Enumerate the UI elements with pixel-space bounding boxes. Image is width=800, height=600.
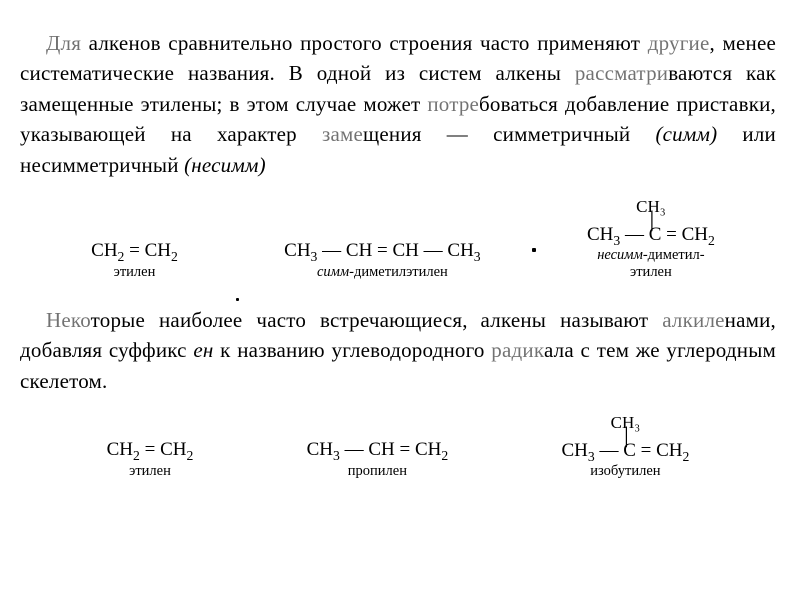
paragraph-1: Для алкенов сравнительно простого строен… bbox=[20, 28, 776, 180]
formula-label: этилен bbox=[114, 264, 156, 281]
formula-ethylene: CH2 = CH2 bbox=[91, 240, 178, 262]
formula-cell: CH3 — CH = CH — CH3 симм-диметилэтилен bbox=[284, 240, 481, 281]
paragraph-2: Некоторые наиболее часто встречающиеся, … bbox=[20, 305, 776, 396]
formula-row-1: CH2 = CH2 этилен CH3 — CH = CH — CH3 сим… bbox=[20, 198, 776, 280]
italic-simm: (симм) bbox=[655, 122, 717, 146]
formula-cell: CH₃ │ CH3 — C = CH2 несимм-диметил- этил… bbox=[587, 198, 715, 280]
formula-label: несимм-диметил- этилен bbox=[597, 247, 704, 280]
formula-label: этилен bbox=[129, 463, 171, 480]
print-speck-icon bbox=[236, 298, 239, 301]
formula-simm-dimethylethylene: CH3 — CH = CH — CH3 bbox=[284, 240, 481, 262]
print-speck-icon bbox=[532, 248, 536, 252]
formula-label: пропилен bbox=[348, 463, 407, 480]
formula-cell: CH2 = CH2 этилен bbox=[107, 439, 194, 480]
formula-cell: CH2 = CH2 этилен bbox=[91, 240, 178, 281]
formula-ethylene-2: CH2 = CH2 bbox=[107, 439, 194, 461]
formula-propylene: CH3 — CH = CH2 bbox=[307, 439, 449, 461]
formula-cell: CH3 — CH = CH2 пропилен bbox=[307, 439, 449, 480]
italic-en: ен bbox=[193, 338, 213, 362]
document-page: Для алкенов сравнительно простого строен… bbox=[0, 0, 800, 600]
formula-label: симм-диметилэтилен bbox=[317, 264, 448, 281]
formula-label: изобутилен bbox=[590, 463, 660, 480]
formula-nesimm-dimethylethylene: CH₃ │ CH3 — C = CH2 bbox=[587, 198, 715, 245]
formula-isobutylene: CH₃ │ CH3 — C = CH2 bbox=[561, 414, 689, 461]
italic-nesimm: (несимм) bbox=[184, 153, 266, 177]
formula-row-2: CH2 = CH2 этилен CH3 — CH = CH2 пропилен… bbox=[20, 414, 776, 480]
formula-cell: CH₃ │ CH3 — C = CH2 изобутилен bbox=[561, 414, 689, 480]
